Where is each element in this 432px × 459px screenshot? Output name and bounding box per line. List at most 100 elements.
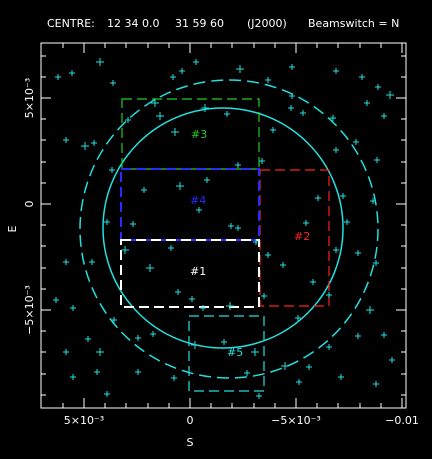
star-marker (121, 246, 129, 254)
star-marker (353, 139, 359, 145)
star-marker (359, 74, 365, 80)
star-marker (296, 379, 302, 385)
star-marker (244, 370, 250, 376)
star-marker (111, 317, 117, 323)
star-marker (226, 302, 234, 310)
star-marker (168, 245, 174, 251)
star-marker (295, 315, 301, 321)
star-marker (340, 193, 346, 199)
frame-ticks (41, 43, 406, 408)
star-marker (109, 167, 115, 173)
star-marker (156, 112, 164, 120)
star-marker (135, 369, 141, 375)
star-marker (224, 111, 230, 117)
star-marker (373, 381, 379, 387)
star-marker (151, 99, 159, 107)
star-marker (326, 292, 332, 298)
star-marker (70, 374, 76, 380)
star-marker (259, 158, 265, 164)
star-marker (315, 195, 321, 201)
star-marker (196, 207, 202, 213)
star-marker (63, 259, 69, 265)
inner-solid-circle (102, 107, 344, 349)
star-marker (355, 250, 361, 256)
star-marker (193, 59, 199, 65)
field-label-3: #3 (191, 128, 207, 141)
star-marker (204, 177, 210, 183)
star-marker (386, 91, 394, 99)
star-marker (366, 306, 374, 314)
centre-epoch: (J2000) (247, 17, 287, 30)
star-marker (280, 262, 286, 268)
centre-ra: 12 34 0.0 (107, 17, 159, 30)
star-marker (235, 162, 241, 168)
field-box-5 (188, 315, 265, 392)
x-axis-label: S (187, 436, 194, 449)
outer-dashed-circle (79, 79, 379, 379)
star-marker (310, 279, 316, 285)
star-marker (344, 219, 350, 225)
star-marker (63, 137, 69, 143)
star-marker (171, 128, 179, 136)
star-marker (81, 142, 89, 150)
star-marker (175, 289, 181, 295)
centre-label: CENTRE: (47, 17, 95, 30)
star-marker (63, 349, 69, 355)
y-axis-label: E (6, 225, 19, 232)
star-marker (235, 225, 241, 231)
star-marker (364, 100, 370, 106)
field-label-5: #5 (227, 346, 243, 359)
star-marker (289, 93, 295, 99)
star-marker (381, 113, 387, 119)
star-marker (170, 74, 176, 80)
star-marker (389, 357, 395, 363)
star-marker (370, 198, 376, 204)
field-label-2: #2 (294, 230, 310, 243)
star-marker (281, 362, 289, 370)
field-label-1: #1 (190, 265, 206, 278)
star-marker (381, 332, 387, 338)
star-marker (135, 335, 141, 341)
star-marker (179, 68, 185, 74)
star-marker (265, 252, 271, 258)
field-label-4: #4 (190, 194, 206, 207)
field-box-1 (120, 239, 260, 308)
x-tick-label: −0.01 (385, 414, 419, 427)
star-marker (55, 74, 61, 80)
y-tick-label: −5×10⁻³ (23, 285, 36, 335)
star-marker (375, 84, 381, 90)
star-marker (104, 391, 110, 397)
star-marker (374, 157, 380, 163)
star-marker (176, 182, 184, 190)
star-marker (256, 393, 262, 399)
star-marker (91, 140, 97, 146)
star-marker (236, 65, 244, 73)
x-tick-label: −5×10⁻³ (271, 414, 321, 427)
y-tick-label: 0 (23, 201, 36, 208)
star-marker (201, 104, 209, 112)
star-marker (326, 344, 332, 350)
star-marker (53, 297, 59, 303)
plot-frame (40, 42, 407, 409)
star-marker (333, 68, 339, 74)
star-marker (270, 127, 276, 133)
star-marker (141, 187, 147, 193)
star-marker (253, 239, 259, 245)
star-marker (85, 336, 91, 342)
star-field (53, 58, 395, 399)
beamswitch-label: Beamswitch = N (308, 17, 399, 30)
star-marker (104, 219, 110, 225)
star-marker (265, 77, 271, 83)
star-marker (94, 369, 100, 375)
star-marker (125, 117, 131, 123)
star-marker (110, 80, 116, 86)
star-marker (333, 147, 339, 153)
centre-dec: 31 59 60 (175, 17, 224, 30)
star-marker (300, 110, 306, 116)
star-marker (228, 223, 234, 229)
star-marker (96, 348, 104, 356)
star-marker (303, 220, 309, 226)
star-marker (130, 221, 136, 227)
star-marker (189, 296, 195, 302)
